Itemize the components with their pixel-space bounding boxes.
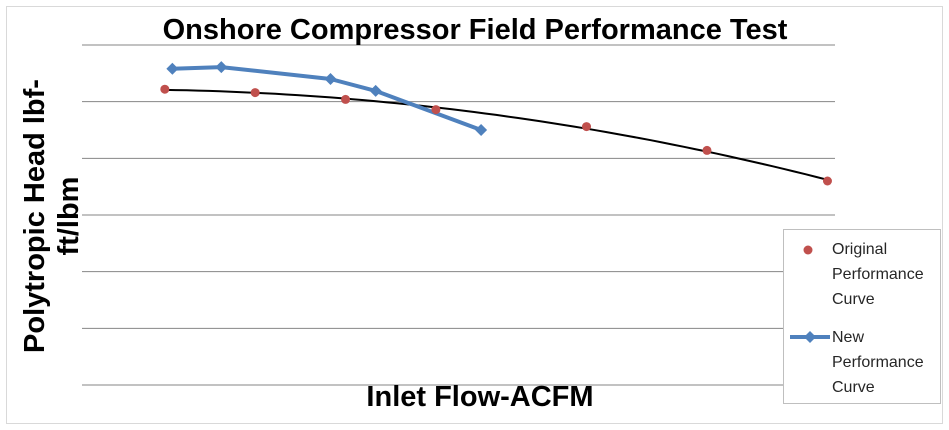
point-new: [475, 124, 488, 136]
point-original: [582, 122, 592, 132]
series-line-new: [172, 65, 482, 132]
points-group: [160, 61, 832, 186]
legend-marker-original: [803, 245, 813, 255]
legend: Original Performance Curve New Performan…: [783, 229, 941, 404]
x-axis-label: Inlet Flow-ACFM: [366, 381, 594, 413]
point-original: [431, 105, 441, 115]
y-axis-label: Polytropic Head lbf-ft/lbm: [19, 79, 85, 353]
trendline-original: [164, 88, 828, 181]
legend-label-original: Original Performance Curve: [832, 241, 924, 308]
point-new: [369, 84, 382, 97]
gridlines: [82, 44, 835, 386]
legend-marker-new: [790, 331, 830, 343]
point-original: [250, 88, 260, 98]
chart-title: Onshore Compressor Field Performance Tes…: [162, 14, 788, 46]
point-original: [822, 176, 832, 186]
point-new: [324, 73, 337, 85]
new-curve-line-group: [172, 65, 482, 132]
point-new: [166, 62, 179, 75]
point-new: [215, 61, 228, 74]
legend-label-new: New Performance Curve: [832, 329, 924, 396]
trendline-group: [164, 88, 828, 181]
point-original: [341, 94, 351, 104]
point-original: [160, 84, 170, 94]
point-original: [702, 145, 712, 155]
